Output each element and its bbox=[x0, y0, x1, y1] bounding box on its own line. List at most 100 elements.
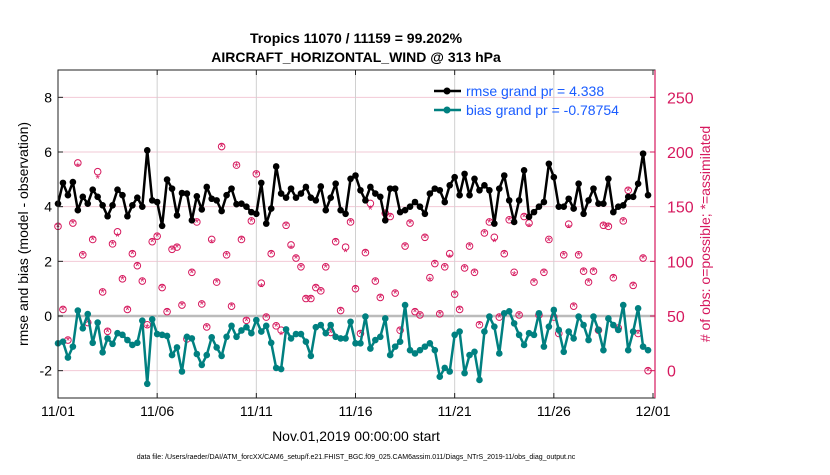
obs-assimilated-marker: * bbox=[75, 160, 80, 174]
obs-possible-marker bbox=[579, 267, 588, 275]
rmse-point bbox=[342, 210, 349, 218]
obs-assimilated-marker: * bbox=[170, 243, 175, 257]
rmse-point bbox=[89, 186, 97, 194]
bias-point bbox=[99, 349, 106, 356]
bias-point bbox=[94, 319, 101, 326]
bias-point bbox=[570, 335, 577, 342]
obs-possible-marker bbox=[589, 267, 598, 275]
obs-possible-marker bbox=[490, 233, 499, 242]
rmse-point bbox=[456, 191, 463, 199]
bias-point bbox=[228, 322, 235, 330]
obs-assimilated-marker: * bbox=[517, 309, 522, 323]
obs-possible-marker bbox=[574, 250, 583, 259]
obs-possible-marker bbox=[113, 228, 122, 236]
obs-assimilated-marker: * bbox=[204, 321, 209, 335]
bias-point bbox=[372, 336, 379, 344]
bias-point bbox=[243, 323, 250, 331]
bias-point bbox=[381, 315, 389, 322]
rmse-point bbox=[327, 194, 335, 201]
obs-possible-marker bbox=[197, 300, 206, 308]
obs-assimilated-marker: * bbox=[586, 276, 591, 290]
obs-possible-marker bbox=[604, 222, 613, 231]
rmse-point bbox=[550, 173, 558, 181]
y-tick-label: 0 bbox=[44, 308, 52, 324]
y-axis-right-label: # of obs: o=possible; *=assimilated bbox=[697, 126, 713, 342]
bias-point bbox=[416, 346, 424, 354]
obs-assimilated-marker: * bbox=[378, 291, 383, 305]
obs-assimilated-marker: * bbox=[532, 276, 537, 290]
legend-rmse-marker bbox=[443, 87, 451, 95]
bias-point bbox=[64, 354, 72, 361]
obs-possible-marker bbox=[599, 221, 608, 230]
obs-possible-marker bbox=[406, 219, 414, 227]
obs-assimilated-marker: * bbox=[304, 293, 309, 307]
bias-point bbox=[600, 346, 607, 354]
obs-assimilated-marker: * bbox=[125, 303, 130, 317]
rmse-point bbox=[94, 193, 101, 201]
bias-point bbox=[193, 350, 201, 358]
footer-data-file: data file: /Users/raeder/DAI/ATM_forcXX/… bbox=[137, 454, 576, 461]
rmse-point bbox=[178, 189, 186, 197]
bias-point bbox=[540, 343, 548, 350]
rmse-point bbox=[401, 206, 409, 214]
obs-possible-marker bbox=[316, 287, 325, 295]
obs-assimilated-marker: * bbox=[611, 272, 616, 286]
rmse-point bbox=[362, 197, 369, 204]
bias-point bbox=[535, 309, 543, 317]
bias-point bbox=[124, 336, 131, 344]
obs-possible-marker bbox=[207, 235, 216, 244]
rmse-point bbox=[629, 193, 637, 201]
obs-possible-marker bbox=[401, 242, 409, 250]
bias-point bbox=[218, 352, 225, 360]
obs-possible-marker bbox=[500, 249, 509, 258]
obs-possible-marker bbox=[202, 323, 211, 331]
rmse-point bbox=[257, 179, 265, 187]
bias-point bbox=[342, 335, 349, 342]
obs-assimilated-marker: * bbox=[363, 247, 368, 261]
bias-point bbox=[481, 328, 488, 335]
obs-possible-marker bbox=[609, 273, 618, 282]
x-tick-label: 11/21 bbox=[438, 403, 472, 419]
rmse-point bbox=[580, 210, 587, 218]
bias-point bbox=[148, 315, 156, 323]
obs-assimilated-marker: * bbox=[85, 317, 90, 331]
obs-assimilated-marker: * bbox=[418, 309, 423, 323]
obs-possible-marker bbox=[282, 221, 290, 230]
obs-possible-marker bbox=[515, 311, 523, 319]
rmse-point bbox=[411, 198, 419, 206]
legend: rmse grand pr = 4.338 bias grand pr = -0… bbox=[434, 83, 619, 118]
obs-possible-marker bbox=[391, 289, 399, 297]
obs-assimilated-marker: * bbox=[66, 334, 71, 348]
bias-point bbox=[307, 352, 315, 360]
rmse-point bbox=[347, 175, 354, 183]
bias-point bbox=[614, 326, 622, 334]
obs-assimilated-marker: * bbox=[284, 219, 289, 233]
rmse-point bbox=[114, 186, 121, 194]
bias-point bbox=[441, 364, 449, 372]
bias-point bbox=[198, 361, 206, 369]
bias-point bbox=[84, 310, 92, 318]
rmse-point bbox=[248, 208, 255, 216]
rmse-point bbox=[69, 178, 77, 186]
y-right-tick-label: 100 bbox=[667, 254, 694, 271]
bias-point bbox=[426, 340, 434, 347]
rmse-point bbox=[357, 186, 364, 194]
obs-assimilated-marker: * bbox=[547, 235, 552, 249]
obs-assimilated-marker: * bbox=[527, 220, 532, 234]
obs-assimilated-marker: * bbox=[457, 303, 462, 317]
obs-assimilated-marker: * bbox=[318, 285, 323, 299]
obs-possible-marker bbox=[455, 305, 464, 314]
rmse-point bbox=[332, 180, 339, 188]
bias-point bbox=[272, 364, 280, 372]
rmse-point bbox=[59, 179, 67, 187]
obs-possible-marker bbox=[292, 254, 300, 262]
rmse-point bbox=[253, 210, 260, 218]
rmse-point bbox=[99, 202, 106, 209]
rmse-point bbox=[495, 185, 503, 192]
series-lines bbox=[54, 147, 652, 388]
rmse-point bbox=[203, 183, 211, 191]
bias-point bbox=[267, 339, 275, 347]
obs-possible-marker bbox=[168, 245, 176, 254]
rmse-point bbox=[436, 186, 444, 194]
bias-point bbox=[262, 322, 270, 330]
